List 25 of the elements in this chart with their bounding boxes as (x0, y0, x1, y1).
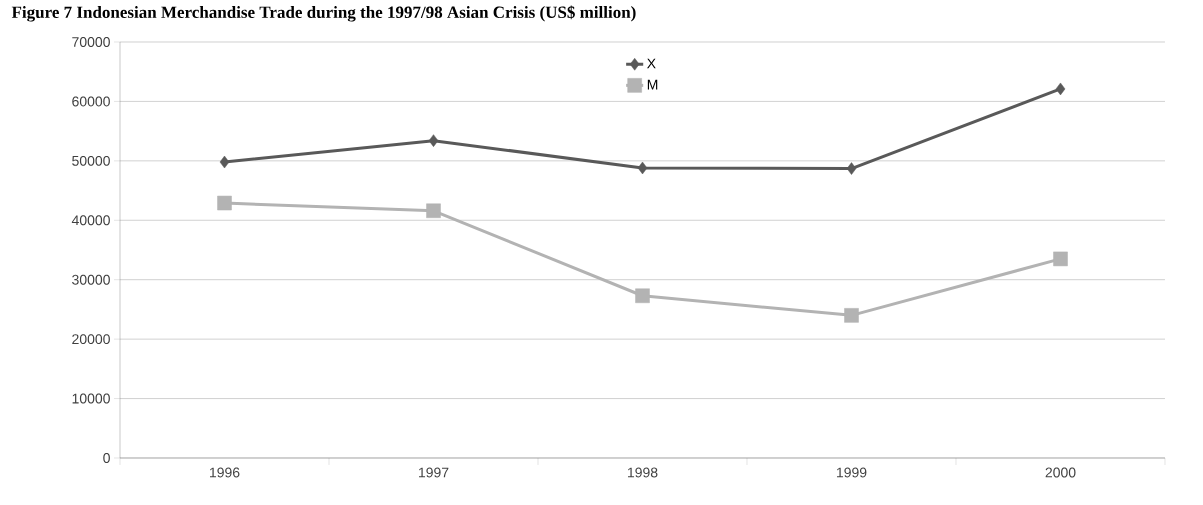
point (1055, 82, 1066, 96)
y-tick-label: 10000 (72, 393, 110, 404)
point (428, 134, 439, 147)
y-tick-label: 0 (103, 453, 110, 463)
x-tick-label: 2000 (1045, 467, 1076, 478)
legend-label: M (647, 79, 658, 90)
x-tick-label: 1996 (210, 467, 240, 478)
y-tick-label: 40000 (71, 215, 110, 226)
y-tick-label: 50000 (72, 155, 110, 166)
y-tick-label: 30000 (72, 274, 110, 285)
point (1053, 251, 1068, 267)
legend-label: X (647, 58, 656, 69)
x-tick-label: 1999 (836, 467, 867, 478)
chart-title: Figure 7 Indonesian Merchandise Trade during the 1997/98 Asian Crisis (US$ million) (11, 5, 636, 22)
y-tick-label: 70000 (72, 37, 110, 47)
x-tick-label: 1997 (419, 467, 449, 478)
point (635, 288, 650, 303)
x-tick-label: 1998 (628, 467, 658, 478)
point (217, 195, 232, 211)
point (637, 161, 648, 175)
y-tick-label: 20000 (72, 334, 110, 345)
point (219, 155, 230, 169)
point (844, 308, 859, 323)
point (426, 203, 441, 219)
y-tick-label: 60000 (72, 96, 110, 107)
